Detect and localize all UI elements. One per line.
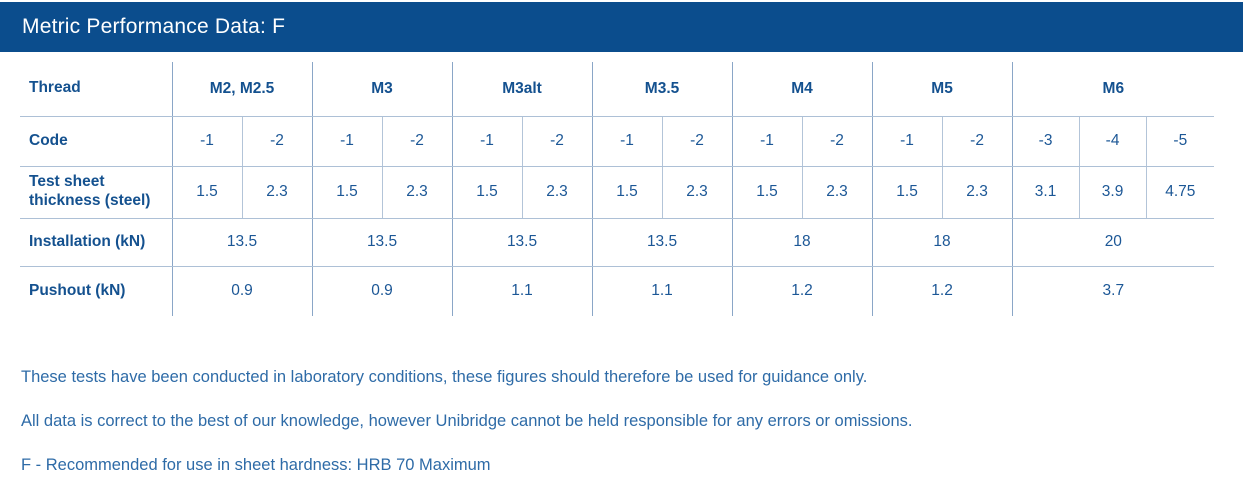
- thread-header-m3-5: M3.5: [591, 62, 733, 117]
- note-disclaimer: All data is correct to the best of our k…: [21, 412, 913, 430]
- code-cell: -2: [801, 116, 873, 167]
- code-cell: -2: [661, 116, 733, 167]
- thickness-cell: 1.5: [731, 166, 803, 219]
- pushout-cell: 1.1: [591, 266, 733, 316]
- thickness-cell: 3.1: [1011, 166, 1080, 219]
- thickness-cell: 3.9: [1078, 166, 1147, 219]
- datasheet-page: Metric Performance Data: F Thread M2, M2…: [0, 2, 1243, 475]
- thread-header-m4: M4: [731, 62, 873, 117]
- installation-cell: 13.5: [171, 218, 313, 267]
- code-cell: -1: [451, 116, 523, 167]
- installation-cell: 18: [871, 218, 1013, 267]
- row-label-thread: Thread: [20, 62, 172, 117]
- installation-cell: 20: [1011, 218, 1215, 267]
- code-cell: -1: [731, 116, 803, 167]
- code-cell: -5: [1145, 116, 1215, 167]
- code-cell: -3: [1011, 116, 1080, 167]
- title-bar: Metric Performance Data: F: [0, 2, 1243, 52]
- pushout-cell: 1.1: [451, 266, 593, 316]
- thickness-cell: 1.5: [591, 166, 663, 219]
- thickness-cell: 2.3: [381, 166, 453, 219]
- installation-cell: 13.5: [451, 218, 593, 267]
- thickness-cell: 1.5: [451, 166, 523, 219]
- code-cell: -2: [381, 116, 453, 167]
- test-sheet-thickness-row: Test sheet thickness (steel) 1.5 2.3 1.5…: [20, 166, 1215, 219]
- code-cell: -2: [941, 116, 1013, 167]
- thread-header-m6: M6: [1011, 62, 1215, 117]
- row-label-installation: Installation (kN): [20, 218, 172, 267]
- row-label-pushout: Pushout (kN): [29, 281, 126, 299]
- thread-header-m5: M5: [871, 62, 1013, 117]
- installation-row: Installation (kN) 13.5 13.5 13.5 13.5 18…: [20, 218, 1215, 267]
- thickness-cell: 2.3: [521, 166, 593, 219]
- thickness-cell: 2.3: [241, 166, 313, 219]
- thickness-cell: 1.5: [171, 166, 242, 219]
- note-laboratory-conditions: These tests have been conducted in labor…: [21, 368, 868, 386]
- thread-header-m3: M3: [311, 62, 453, 117]
- thickness-cell: 1.5: [871, 166, 943, 219]
- installation-cell: 18: [731, 218, 873, 267]
- notes-section: These tests have been conducted in labor…: [21, 368, 1243, 475]
- code-cell: -1: [171, 116, 242, 167]
- thickness-cell: 2.3: [941, 166, 1013, 219]
- code-cell: -4: [1078, 116, 1147, 167]
- pushout-row: Pushout (kN) 0.9 0.9 1.1 1.1 1.2 1.2 3.7: [20, 266, 1215, 316]
- code-row: Code -1 -2 -1 -2 -1 -2 -1 -2 -1 -2 -1 -2…: [20, 116, 1215, 167]
- pushout-cell: 1.2: [731, 266, 873, 316]
- installation-cell: 13.5: [591, 218, 733, 267]
- pushout-cell: 3.7: [1011, 266, 1215, 316]
- thickness-cell: 2.3: [801, 166, 873, 219]
- pushout-cell: 0.9: [311, 266, 453, 316]
- code-cell: -1: [311, 116, 383, 167]
- row-label-test-sheet-thickness: Test sheet thickness (steel): [20, 166, 172, 219]
- installation-cell: 13.5: [311, 218, 453, 267]
- performance-table: Thread M2, M2.5 M3 M3alt M3.5 M4 M5 M6 C…: [20, 62, 1215, 316]
- thread-header-m3alt: M3alt: [451, 62, 593, 117]
- code-cell: -1: [591, 116, 663, 167]
- thickness-cell: 1.5: [311, 166, 383, 219]
- thread-row: Thread M2, M2.5 M3 M3alt M3.5 M4 M5 M6: [20, 62, 1215, 117]
- code-cell: -1: [871, 116, 943, 167]
- thickness-cell: 4.75: [1145, 166, 1215, 219]
- pushout-cell: 1.2: [871, 266, 1013, 316]
- thread-header-m2-m2-5: M2, M2.5: [171, 62, 313, 117]
- page-title: Metric Performance Data: F: [22, 15, 286, 38]
- row-label-code: Code: [20, 116, 172, 167]
- thickness-cell: 2.3: [661, 166, 733, 219]
- pushout-cell: 0.9: [171, 266, 313, 316]
- note-recommendation: F - Recommended for use in sheet hardnes…: [21, 456, 491, 474]
- code-cell: -2: [521, 116, 593, 167]
- code-cell: -2: [241, 116, 313, 167]
